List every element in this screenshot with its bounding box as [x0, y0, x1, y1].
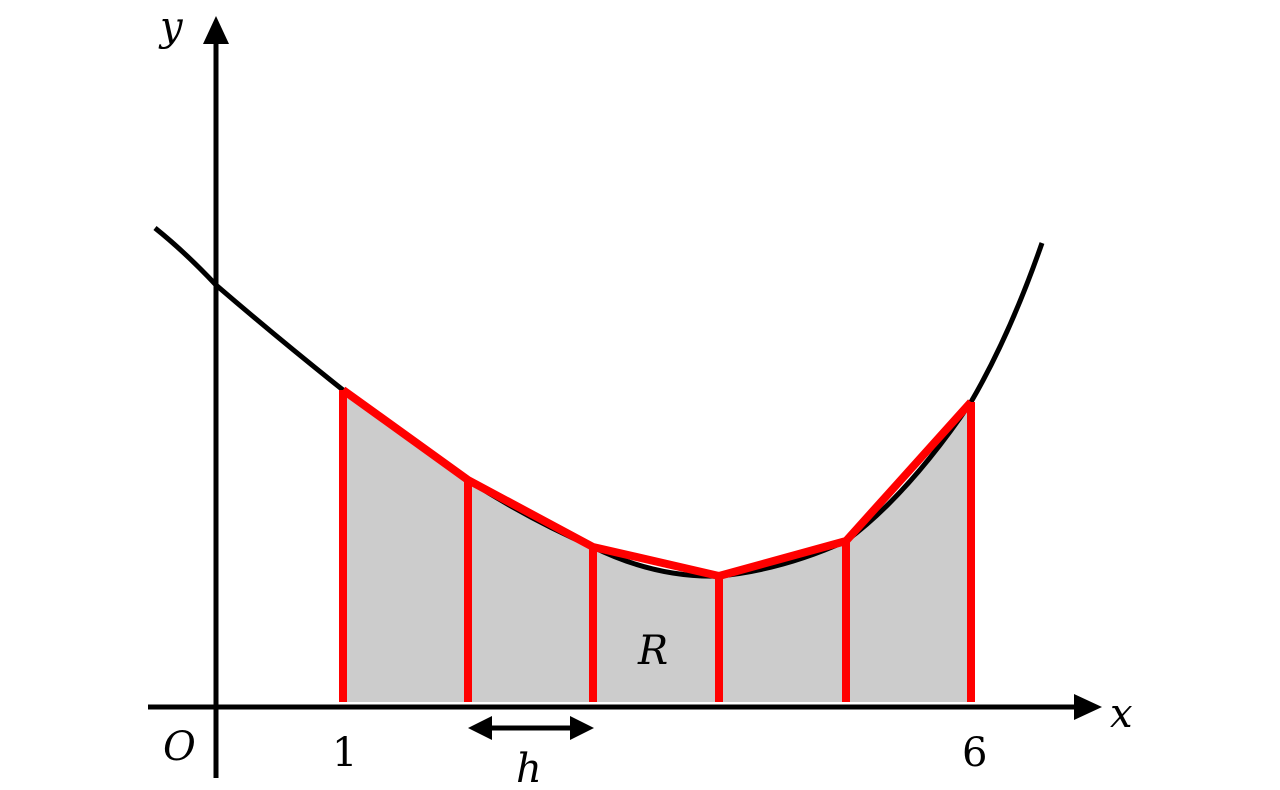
trapezium-chords [340, 386, 974, 580]
tick-label-right: 6 [962, 730, 987, 776]
x-axis-label: x [1110, 691, 1133, 737]
shaded-region [343, 390, 971, 702]
strip-width-arrowhead-left [468, 716, 492, 740]
region-label: R [637, 628, 668, 674]
strip-width-arrowhead-right [570, 716, 594, 740]
origin-label: O [163, 724, 196, 770]
y-axis-arrowhead [203, 16, 229, 44]
y-axis-label: y [158, 4, 184, 50]
strip-width-label: h [516, 746, 542, 790]
x-axis-arrowhead [1074, 694, 1102, 720]
tick-label-left: 1 [332, 730, 357, 776]
trapezium-ordinates [339, 390, 975, 702]
